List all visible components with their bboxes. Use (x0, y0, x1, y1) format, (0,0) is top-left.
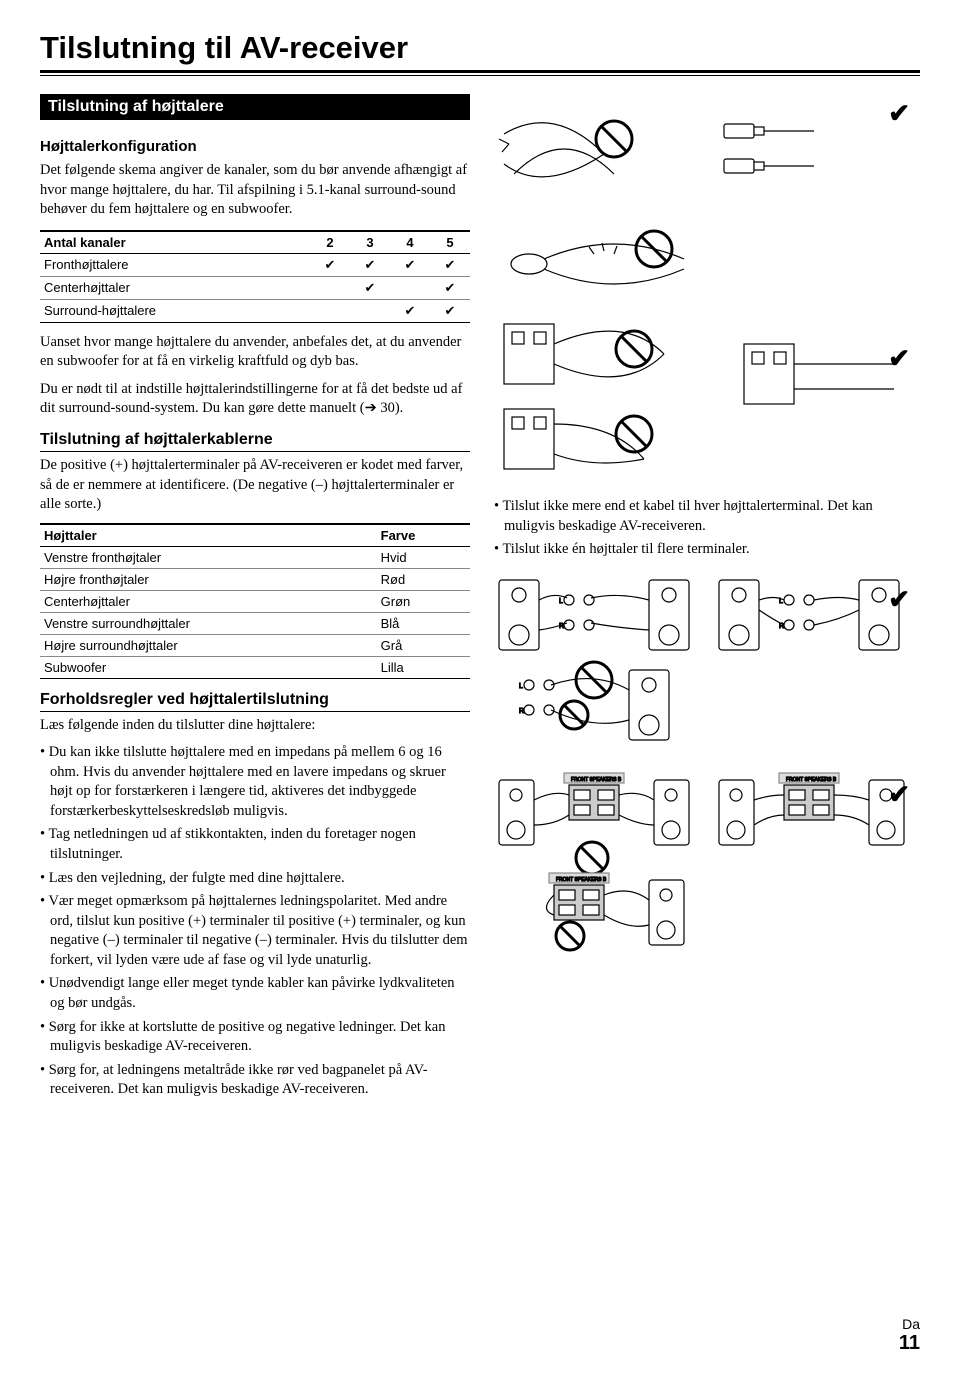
cell: Grøn (377, 590, 470, 612)
cell (350, 299, 390, 322)
table-row: Højre surroundhøjttalerGrå (40, 634, 470, 656)
footer-page-number: 11 (899, 1332, 920, 1355)
th-color: Farve (377, 524, 470, 547)
cell (310, 299, 350, 322)
cell (390, 276, 430, 299)
cell: Lilla (377, 656, 470, 678)
channels-table: Antal kanaler 2 3 4 5 Fronthøjttalere ✔ … (40, 230, 470, 323)
table-row: Surround-højttalere ✔ ✔ (40, 299, 470, 322)
table-row: SubwooferLilla (40, 656, 470, 678)
table-row: Venstre surroundhøjttalerBlå (40, 612, 470, 634)
cell: ✔ (310, 253, 350, 276)
check-icon: ✔ (888, 99, 910, 129)
cell: ✔ (430, 276, 470, 299)
svg-text:L: L (519, 683, 523, 690)
diagram-terminals: ✔ (494, 314, 920, 489)
check-icon: ✔ (888, 344, 910, 374)
list-item: Vær meget opmærksom på højttalernes ledn… (40, 892, 470, 970)
cell (310, 276, 350, 299)
list-item: Tilslut ikke mere end et kabel til hver … (494, 497, 920, 536)
cell: ✔ (390, 299, 430, 322)
title-rule (40, 70, 920, 76)
cell: Hvid (377, 546, 470, 568)
footer-lang: Da (899, 1316, 920, 1332)
table-row: Højre fronthøjtalerRød (40, 568, 470, 590)
cell: Grå (377, 634, 470, 656)
row-label: Fronthøjttalere (40, 253, 310, 276)
check-icon: ✔ (888, 585, 910, 615)
list-item: Du kan ikke tilslutte højttalere med en … (40, 743, 470, 821)
table-row: Centerhøjttaler ✔ ✔ (40, 276, 470, 299)
subheading-precautions: Forholdsregler ved højttalertilslutning (40, 691, 470, 712)
cell: Subwoofer (40, 656, 377, 678)
cell: Venstre fronthøjtaler (40, 546, 377, 568)
cell: Blå (377, 612, 470, 634)
th-4: 4 (390, 231, 430, 254)
diagram-front-speakers-b: FRONT SPEAKERS B (494, 765, 920, 970)
cell: Rød (377, 568, 470, 590)
cell: Højre surroundhøjttaler (40, 634, 377, 656)
table-row: CenterhøjttalerGrøn (40, 590, 470, 612)
list-item: Tag netledningen ud af stikkontakten, in… (40, 825, 470, 864)
diagram-bare-wires (494, 219, 920, 314)
intro-paragraph: Det følgende skema angiver de kanaler, s… (40, 161, 470, 220)
page-title: Tilslutning til AV-receiver (40, 30, 920, 66)
svg-text:FRONT SPEAKERS B: FRONT SPEAKERS B (786, 777, 837, 783)
cell: ✔ (430, 253, 470, 276)
list-item: Unødvendigt lange eller meget tynde kabl… (40, 974, 470, 1013)
th-2: 2 (310, 231, 350, 254)
th-5: 5 (430, 231, 470, 254)
subheading-cables: Tilslutning af højttalerkablerne (40, 431, 470, 452)
list-item: Tilslut ikke én højttaler til flere term… (494, 540, 920, 560)
row-label: Centerhøjttaler (40, 276, 310, 299)
cell: ✔ (350, 253, 390, 276)
cell: Venstre surroundhøjttaler (40, 612, 377, 634)
right-column: ✔ (494, 94, 920, 1104)
left-column: Tilslutning af højttalere Højttalerkonfi… (40, 94, 470, 1104)
cell: ✔ (350, 276, 390, 299)
svg-text:L: L (559, 598, 563, 605)
list-item: Sørg for ikke at kortslutte de positive … (40, 1018, 470, 1057)
para-settings: Du er nødt til at indstille højttalerind… (40, 380, 470, 419)
cell: ✔ (430, 299, 470, 322)
colors-table: Højttaler Farve Venstre fronthøjtalerHvi… (40, 523, 470, 679)
cell: Centerhøjttaler (40, 590, 377, 612)
cell: ✔ (390, 253, 430, 276)
right-notes-list: Tilslut ikke mere end et kabel til hver … (494, 497, 920, 560)
diagram-binding-posts: L R (494, 570, 920, 755)
table-row: Fronthøjttalere ✔ ✔ ✔ ✔ (40, 253, 470, 276)
svg-text:FRONT SPEAKERS B: FRONT SPEAKERS B (571, 777, 622, 783)
list-item: Sørg for, at ledningens metaltråde ikke … (40, 1061, 470, 1100)
th-3: 3 (350, 231, 390, 254)
row-label: Surround-højttalere (40, 299, 310, 322)
precautions-list: Du kan ikke tilslutte højttalere med en … (40, 743, 470, 1100)
th-label: Antal kanaler (40, 231, 310, 254)
list-item: Læs den vejledning, der fulgte med dine … (40, 869, 470, 889)
check-icon: ✔ (888, 780, 910, 810)
para-subwoofer: Uanset hvor mange højttalere du anvender… (40, 333, 470, 372)
section-banner: Tilslutning af højttalere (40, 94, 470, 120)
para-precautions-lead: Læs følgende inden du tilslutter dine hø… (40, 716, 470, 736)
svg-text:FRONT SPEAKERS B: FRONT SPEAKERS B (556, 877, 607, 883)
cell: Højre fronthøjtaler (40, 568, 377, 590)
para-terminals: De positive (+) højttalerterminaler på A… (40, 456, 470, 515)
th-speaker: Højttaler (40, 524, 377, 547)
page-footer: Da 11 (899, 1316, 920, 1355)
table-row: Venstre fronthøjtalerHvid (40, 546, 470, 568)
svg-text:R: R (519, 708, 524, 715)
subheading-config: Højttalerkonfiguration (40, 138, 470, 155)
diagram-wire-prep: ✔ (494, 94, 920, 219)
